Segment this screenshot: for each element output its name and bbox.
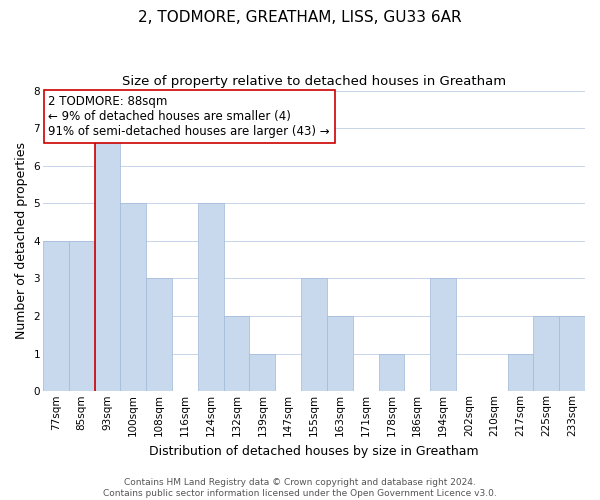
Bar (508, 354, 533, 392)
Bar (69, 241, 95, 392)
Bar (301, 278, 327, 392)
Bar (43, 241, 69, 392)
Bar (198, 204, 224, 392)
Bar (146, 278, 172, 392)
Text: 2 TODMORE: 88sqm
← 9% of detached houses are smaller (4)
91% of semi-detached ho: 2 TODMORE: 88sqm ← 9% of detached houses… (49, 95, 330, 138)
Bar (379, 354, 404, 392)
Title: Size of property relative to detached houses in Greatham: Size of property relative to detached ho… (122, 75, 506, 88)
Bar (430, 278, 456, 392)
Bar (327, 316, 353, 392)
Bar (224, 316, 250, 392)
Y-axis label: Number of detached properties: Number of detached properties (15, 142, 28, 340)
Bar (95, 128, 121, 392)
Bar (559, 316, 585, 392)
Text: Contains HM Land Registry data © Crown copyright and database right 2024.
Contai: Contains HM Land Registry data © Crown c… (103, 478, 497, 498)
Bar (121, 204, 146, 392)
Bar (250, 354, 275, 392)
Bar (533, 316, 559, 392)
Text: 2, TODMORE, GREATHAM, LISS, GU33 6AR: 2, TODMORE, GREATHAM, LISS, GU33 6AR (138, 10, 462, 25)
X-axis label: Distribution of detached houses by size in Greatham: Distribution of detached houses by size … (149, 444, 479, 458)
